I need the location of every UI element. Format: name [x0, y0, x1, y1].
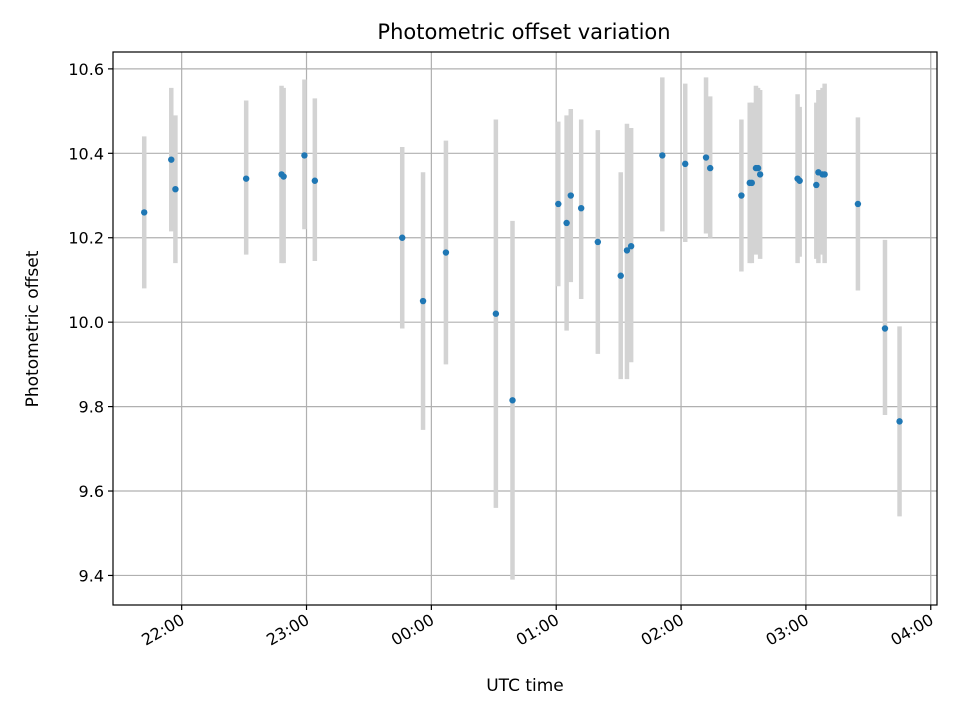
data-point [555, 200, 562, 208]
data-point [821, 171, 828, 178]
data-point [419, 297, 427, 305]
y-tick-label: 10.2 [68, 229, 104, 248]
data-point [702, 154, 710, 161]
data-point [492, 310, 500, 317]
data-point [594, 238, 602, 246]
y-tick-label: 10.0 [68, 313, 104, 332]
data-point [896, 418, 903, 425]
data-point [881, 325, 889, 332]
data-point [623, 247, 631, 254]
data-point [509, 397, 516, 404]
data-point [738, 192, 745, 199]
data-point [796, 177, 803, 184]
data-point [627, 242, 635, 250]
y-tick-label: 9.8 [79, 398, 104, 417]
data-point [577, 204, 585, 212]
data-point [567, 192, 574, 199]
data-point [280, 173, 287, 180]
data-point [854, 200, 862, 208]
data-point [563, 219, 570, 227]
y-tick-label: 10.6 [68, 60, 104, 79]
data-point [168, 156, 175, 163]
data-point [756, 171, 764, 178]
chart-title: Photometric offset variation [377, 20, 670, 44]
y-tick-label: 10.4 [68, 144, 104, 163]
data-point [311, 177, 319, 184]
data-point [172, 185, 179, 193]
data-point [813, 181, 820, 189]
y-axis: 9.4 9.6 9.8 10.0 10.2 10.4 10.6 [68, 60, 113, 585]
data-point [706, 164, 714, 172]
data-point [754, 164, 762, 172]
y-axis-title: Photometric offset [23, 250, 43, 407]
grid-lines [113, 52, 937, 605]
data-point [617, 272, 624, 279]
data-point [301, 152, 308, 159]
data-point [141, 209, 148, 216]
y-tick-label: 9.4 [79, 566, 104, 585]
data-point [682, 160, 689, 168]
data-point [399, 234, 406, 241]
plot-frame [112, 51, 938, 606]
data-point [748, 179, 756, 187]
y-tick-label: 9.6 [79, 482, 104, 501]
x-axis-title: UTC time [486, 676, 564, 696]
data-point [659, 152, 666, 159]
data-points [141, 152, 903, 425]
data-point [242, 175, 250, 182]
data-point [442, 249, 450, 256]
